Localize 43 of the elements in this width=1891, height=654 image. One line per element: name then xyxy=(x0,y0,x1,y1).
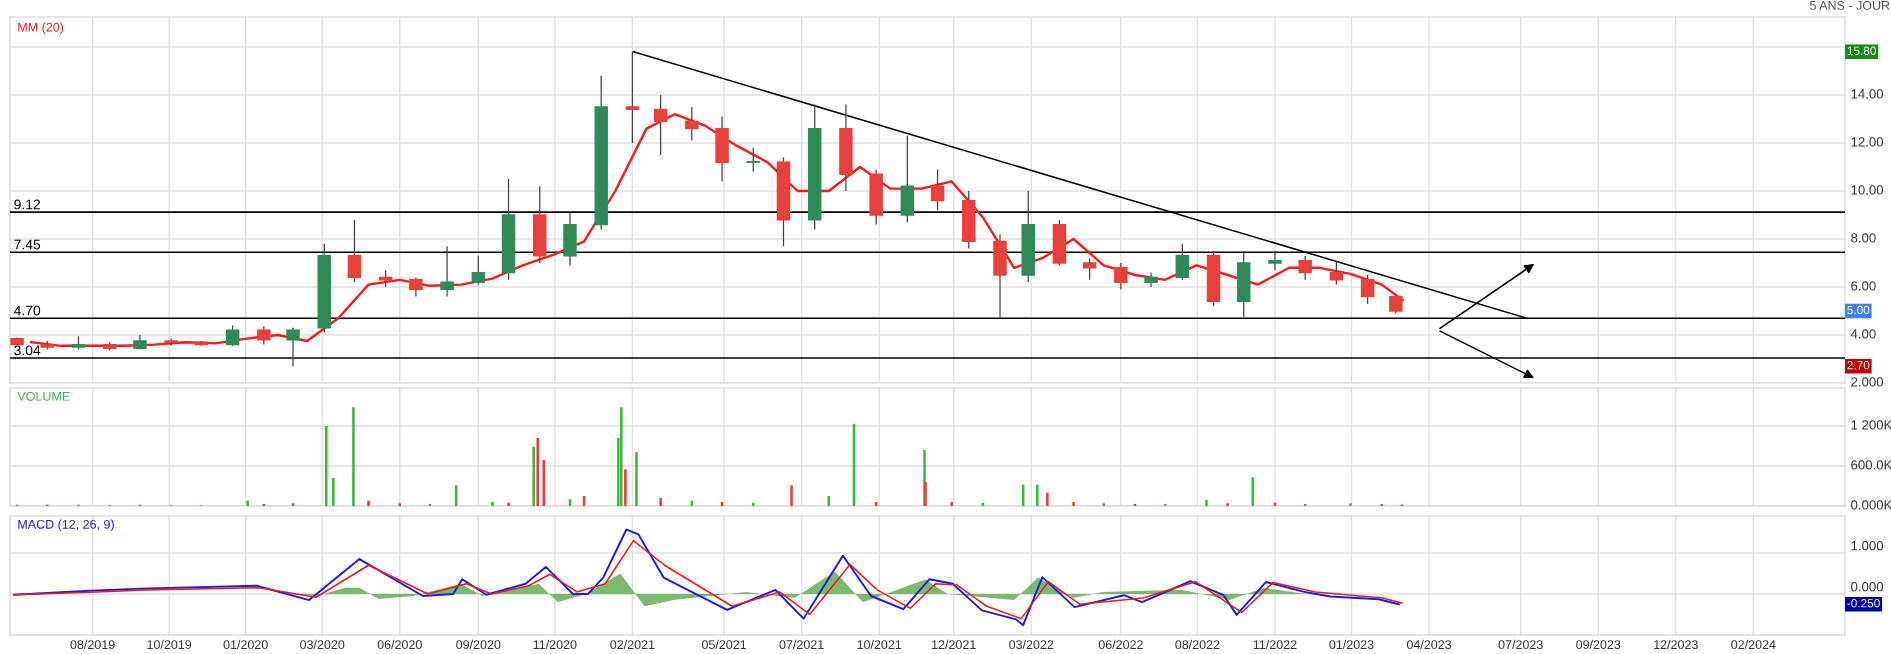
y-tick-label: 4.00 xyxy=(1850,329,1876,339)
ref-line-label: 4.70 xyxy=(13,305,41,316)
x-tick-label: 10/2021 xyxy=(857,639,902,650)
x-tick-label: 11/2020 xyxy=(533,639,577,650)
chart-title: VOLUME xyxy=(17,391,70,401)
x-tick-label: 08/2019 xyxy=(70,639,115,650)
x-tick-label: 02/2021 xyxy=(610,639,655,650)
text: 15.80 xyxy=(1847,46,1876,55)
x-tick-label: 01/2023 xyxy=(1329,639,1374,650)
x-tick-label: 02/2024 xyxy=(1731,639,1776,650)
chart-subtitle: 5 ANS - JOUR xyxy=(1809,0,1890,10)
y-tick-label: 8.00 xyxy=(1851,233,1876,243)
ref-line-label: 9.12 xyxy=(14,199,40,210)
text: -0.250 xyxy=(1847,599,1880,608)
x-tick-label: 04/2023 xyxy=(1406,639,1452,650)
x-tick-label: 12/2023 xyxy=(1654,639,1698,650)
y-tick-label: 6.00 xyxy=(1851,281,1876,291)
x-tick-label: 12/2021 xyxy=(932,639,976,650)
y-tick-label: 14.00 xyxy=(1851,89,1884,99)
x-tick-label: 05/2021 xyxy=(701,639,747,650)
x-tick-label: 07/2023 xyxy=(1498,639,1543,650)
ref-line-label: 3.04 xyxy=(14,345,41,356)
x-tick-label: 06/2020 xyxy=(377,639,422,650)
text: 5.00 xyxy=(1847,305,1870,315)
x-tick-label: 03/2020 xyxy=(300,639,345,650)
x-tick-label: 01/2020 xyxy=(223,639,268,650)
chart-title: MACD (12, 26, 9) xyxy=(18,519,114,532)
x-tick-label: 09/2023 xyxy=(1576,639,1621,650)
x-tick-label: 06/2022 xyxy=(1098,639,1143,650)
y-tick-label: 1.000 xyxy=(1851,540,1884,551)
text: MM (20) xyxy=(18,22,64,35)
y-tick-label: 10.00 xyxy=(1851,185,1884,195)
y-tick-label: 2.000 xyxy=(1851,377,1884,387)
x-tick-label: 10/2019 xyxy=(147,639,192,650)
x-tick-label: 08/2022 xyxy=(1175,639,1220,650)
x-tick-label: 09/2020 xyxy=(456,639,501,650)
x-tick-label: 07/2021 xyxy=(779,639,824,650)
y-tick-label: 12.00 xyxy=(1851,137,1884,147)
y-tick-label: 0.000 xyxy=(1851,582,1884,592)
ref-line-label: 7.45 xyxy=(14,239,41,250)
x-tick-label: 03/2022 xyxy=(1009,639,1054,650)
text: 2.70 xyxy=(1847,361,1870,370)
x-tick-label: 11/2022 xyxy=(1253,639,1297,650)
